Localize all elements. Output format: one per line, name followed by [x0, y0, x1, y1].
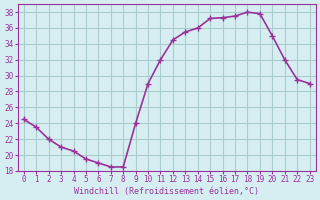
X-axis label: Windchill (Refroidissement éolien,°C): Windchill (Refroidissement éolien,°C): [74, 187, 259, 196]
